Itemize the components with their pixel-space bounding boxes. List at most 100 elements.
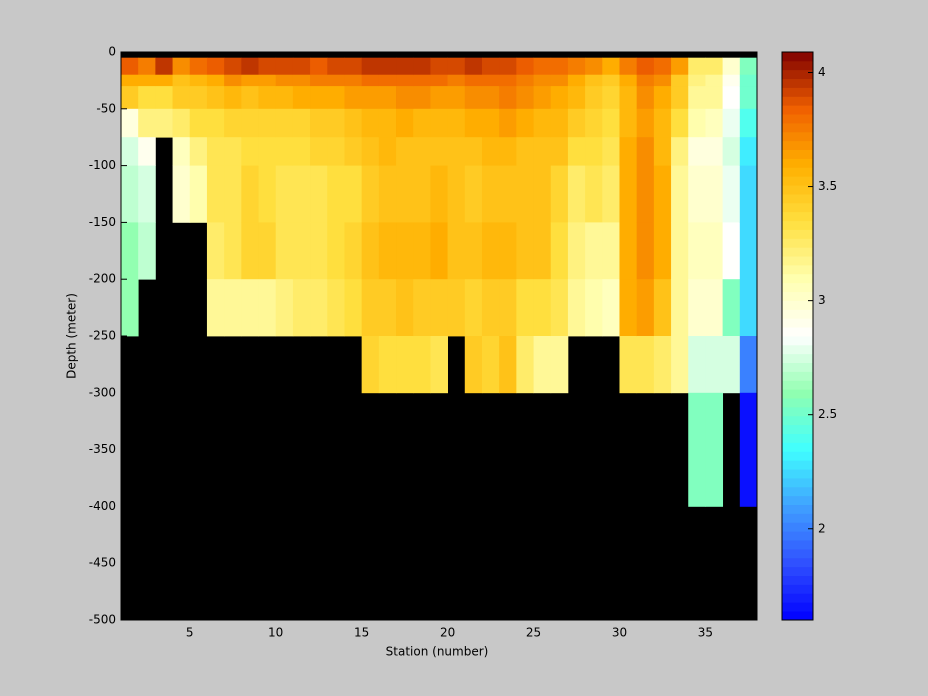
heatmap-cell <box>739 108 758 138</box>
heatmap-cell <box>516 86 534 110</box>
heatmap-cell <box>705 279 724 337</box>
heatmap-cell <box>705 222 724 280</box>
heatmap-cell <box>430 108 448 138</box>
heatmap-cell <box>705 137 724 166</box>
colorbar-swatch <box>782 327 813 337</box>
heatmap-cell <box>705 57 724 76</box>
heatmap-cell <box>310 165 328 223</box>
heatmap-cell <box>189 74 208 87</box>
colorbar-swatch <box>782 87 813 97</box>
heatmap-cell <box>688 222 706 280</box>
heatmap-cell <box>499 137 517 166</box>
colorbar-swatch <box>782 194 813 204</box>
heatmap-cell <box>688 86 706 110</box>
heatmap-cell <box>516 279 534 337</box>
colorbar-swatch <box>782 575 813 585</box>
heatmap-cell <box>688 165 706 223</box>
colorbar-tick-label: 2.5 <box>818 407 837 421</box>
heatmap-cell <box>653 279 672 337</box>
heatmap-cell <box>430 222 448 280</box>
heatmap-cell <box>327 165 345 223</box>
heatmap-cell <box>430 165 448 223</box>
heatmap-cell <box>739 74 758 87</box>
colorbar-swatch <box>782 158 813 168</box>
heatmap-cell <box>292 165 311 223</box>
heatmap-cell <box>447 57 466 76</box>
heatmap-cell <box>310 57 328 76</box>
heatmap-cell <box>172 108 191 138</box>
heatmap-cell <box>430 279 448 337</box>
heatmap-cell <box>430 336 448 394</box>
heatmap-cell <box>619 137 638 166</box>
heatmap-cell <box>138 74 156 87</box>
heatmap-cell <box>602 279 620 337</box>
heatmap-cell <box>206 137 225 166</box>
heatmap-cell <box>310 86 328 110</box>
heatmap-cell <box>464 336 483 394</box>
heatmap-cell <box>585 137 603 166</box>
heatmap-cell <box>516 108 534 138</box>
heatmap-cell <box>653 74 672 87</box>
heatmap-cell <box>224 279 242 337</box>
colorbar-tick-label: 3.5 <box>818 179 837 193</box>
heatmap-cell <box>653 57 672 76</box>
heatmap-cell <box>602 74 620 87</box>
heatmap-cell <box>533 86 552 110</box>
heatmap-cell <box>430 86 448 110</box>
heatmap-cell <box>499 74 517 87</box>
heatmap-cell <box>481 165 500 223</box>
heatmap-cell <box>447 137 466 166</box>
heatmap-cell <box>258 279 277 337</box>
heatmap-cell <box>739 279 758 337</box>
colorbar-swatch <box>782 247 813 257</box>
heatmap-cell <box>688 279 706 337</box>
heatmap-cell <box>396 108 414 138</box>
colorbar-swatch <box>782 389 813 399</box>
heatmap-cell <box>413 222 431 280</box>
x-tick-label: 5 <box>186 626 194 640</box>
heatmap-cell <box>275 279 294 337</box>
heatmap-cell <box>258 57 277 76</box>
heatmap-cell <box>705 165 724 223</box>
heatmap-cell <box>722 279 741 337</box>
heatmap-cell <box>378 165 397 223</box>
heatmap-cell <box>344 222 363 280</box>
heatmap-cell <box>361 165 380 223</box>
heatmap-cell <box>361 86 380 110</box>
heatmap-cell <box>464 222 483 280</box>
heatmap-cell <box>739 222 758 280</box>
heatmap-cell <box>327 279 345 337</box>
heatmap-cell <box>327 108 345 138</box>
heatmap-cell <box>138 222 156 280</box>
heatmap-cell <box>327 74 345 87</box>
colorbar-swatch <box>782 495 813 506</box>
colorbar-swatch <box>782 566 813 577</box>
colorbar-swatch <box>782 451 813 461</box>
colorbar-swatch <box>782 60 813 71</box>
heatmap-cell <box>585 74 603 87</box>
heatmap-cell <box>567 57 586 76</box>
heatmap-cell <box>378 222 397 280</box>
heatmap-cell <box>550 165 569 223</box>
heatmap-cell <box>722 137 741 166</box>
colorbar-swatch <box>782 114 813 124</box>
colorbar-swatch <box>782 460 813 470</box>
heatmap-cell <box>121 137 139 166</box>
heatmap-cell <box>688 137 706 166</box>
heatmap-cell <box>327 86 345 110</box>
heatmap-cell <box>671 222 689 280</box>
colorbar-swatch <box>782 105 813 115</box>
heatmap-cell <box>499 279 517 337</box>
heatmap-cell <box>688 74 706 87</box>
heatmap-cell <box>722 74 741 87</box>
colorbar-swatch <box>782 602 813 612</box>
heatmap-cell <box>275 86 294 110</box>
heatmap-cell <box>636 74 655 87</box>
heatmap-cell <box>224 165 242 223</box>
heatmap-cell <box>327 222 345 280</box>
heatmap-cell <box>653 86 672 110</box>
heatmap-cell <box>688 57 706 76</box>
colorbar-swatch <box>782 415 813 426</box>
colorbar-swatch <box>782 407 813 417</box>
heatmap-cell <box>516 336 534 394</box>
